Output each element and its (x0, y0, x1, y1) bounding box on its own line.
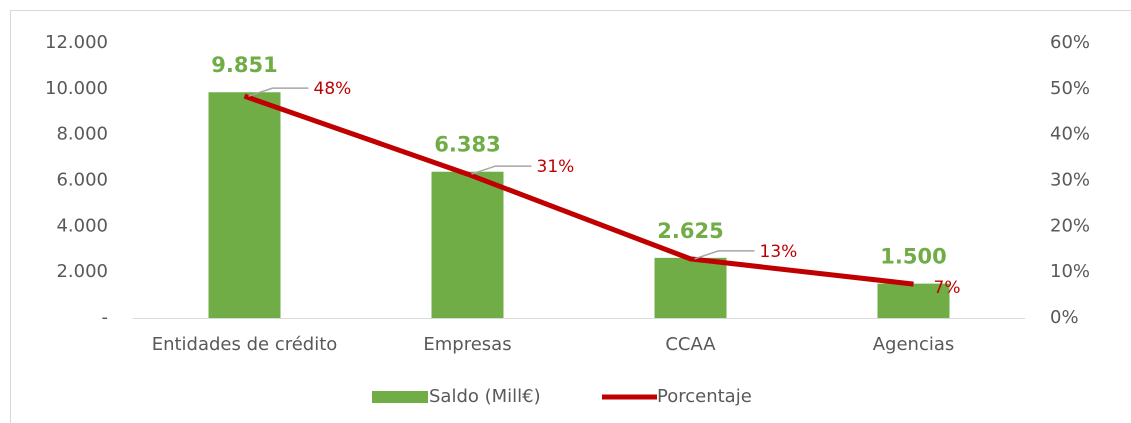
leader-line (471, 165, 532, 175)
y2-tick-label: 0% (1050, 307, 1079, 328)
bar (431, 171, 504, 318)
x-tick-label: CCAA (665, 334, 716, 355)
line-value-label: 13% (760, 242, 798, 262)
y-tick-label: 4.000 (56, 215, 108, 236)
legend-label: Saldo (Mill€) (429, 386, 541, 407)
bar (208, 92, 281, 318)
x-tick-label: Entidades de crédito (152, 334, 338, 355)
bar-value-label: 2.625 (657, 219, 723, 243)
y2-tick-label: 50% (1050, 78, 1090, 99)
y2-tick-label: 10% (1050, 261, 1090, 282)
y-tick-label: 12.000 (45, 32, 108, 53)
line-value-label: 31% (537, 157, 575, 177)
y-tick-label: - (102, 307, 109, 328)
line-value-label: 48% (314, 79, 352, 99)
bar-value-label: 9.851 (211, 53, 277, 77)
bar-value-label: 6.383 (434, 133, 500, 157)
leader-line (248, 87, 309, 97)
y2-tick-label: 60% (1050, 32, 1090, 53)
y-tick-label: 6.000 (56, 170, 108, 191)
y2-tick-label: 40% (1050, 124, 1090, 145)
x-tick-label: Agencias (873, 334, 955, 355)
line-value-label: 7% (934, 278, 961, 298)
y-tick-label: 8.000 (56, 124, 108, 145)
bar-value-label: 1.500 (880, 245, 946, 269)
y2-tick-label: 20% (1050, 215, 1090, 236)
y-tick-label: 10.000 (45, 78, 108, 99)
bar (654, 257, 727, 318)
bar (877, 283, 950, 318)
y2-tick-label: 30% (1050, 170, 1090, 191)
line (243, 93, 914, 287)
chart-frame (10, 10, 1131, 423)
x-tick-label: Empresas (423, 334, 511, 355)
legend-label: Porcentaje (657, 386, 752, 407)
leader-line (694, 250, 755, 260)
y-tick-label: 2.000 (56, 261, 108, 282)
legend-swatch (372, 391, 428, 403)
